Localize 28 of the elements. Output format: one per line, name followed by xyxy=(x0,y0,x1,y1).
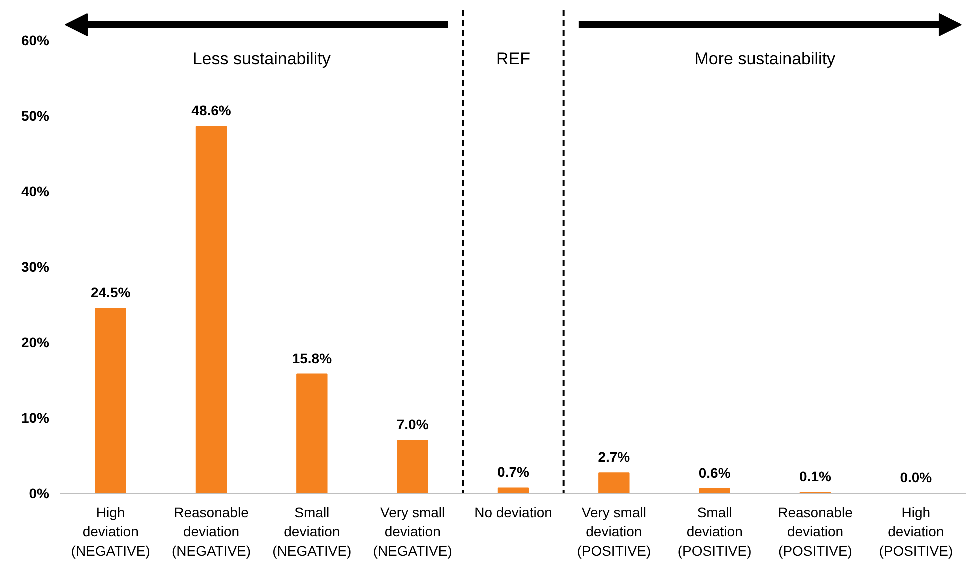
y-tick-label: 10% xyxy=(21,410,50,426)
data-label: 0.7% xyxy=(498,464,530,480)
x-tick-label: No deviation xyxy=(474,504,552,520)
y-tick-label: 20% xyxy=(21,334,50,351)
x-tick-label: Reasonable deviation (NEGATIVE) xyxy=(172,504,252,559)
x-tick-label: High deviation (NEGATIVE) xyxy=(71,504,150,559)
data-label: 0.6% xyxy=(698,464,732,481)
x-tick-label: Small deviation (NEGATIVE) xyxy=(272,504,352,559)
data-label: 0.0% xyxy=(900,470,933,486)
y-tick-label: 0% xyxy=(29,486,50,502)
annotation: Less sustainability xyxy=(192,49,332,68)
x-tick-label: Reasonable deviation (POSITIVE) xyxy=(778,504,854,559)
x-tick-label: Very small deviation (POSITIVE) xyxy=(577,504,652,559)
y-tick-label: 60% xyxy=(21,32,50,49)
annotation: REF xyxy=(496,49,530,68)
data-label: 15.8% xyxy=(292,350,333,366)
data-label: 48.6% xyxy=(192,102,232,119)
y-tick-label: 40% xyxy=(21,184,50,200)
annotation: More sustainability xyxy=(694,49,836,68)
data-label: 7.0% xyxy=(396,416,430,433)
y-tick-label: 50% xyxy=(21,108,50,124)
data-label: 24.5% xyxy=(90,284,132,301)
x-tick-label: Small deviation (POSITIVE) xyxy=(678,504,752,559)
data-label: 0.1% xyxy=(800,468,832,485)
x-tick-label: High deviation (POSITIVE) xyxy=(879,504,954,559)
data-label: 2.7% xyxy=(598,449,631,466)
x-tick-label: Very small deviation (NEGATIVE) xyxy=(373,504,452,559)
y-tick-label: 30% xyxy=(21,259,50,276)
